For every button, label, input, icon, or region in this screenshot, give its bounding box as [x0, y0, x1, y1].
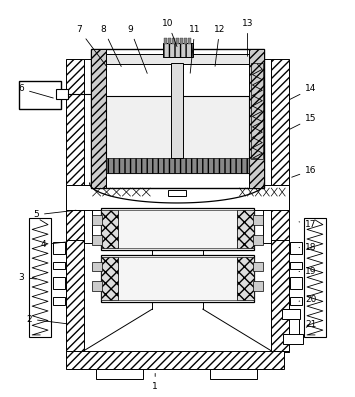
Text: 10: 10 [162, 19, 177, 46]
Bar [250, 49, 264, 188]
Bar [19, 81, 61, 109]
Text: 12: 12 [214, 25, 225, 66]
Bar [53, 297, 65, 305]
Text: 8: 8 [101, 25, 121, 67]
Bar [290, 242, 302, 254]
Bar [168, 190, 186, 196]
Bar [91, 49, 264, 188]
Bar [119, 256, 236, 300]
Bar [171, 63, 183, 158]
Text: 18: 18 [299, 243, 317, 252]
Bar [271, 59, 289, 352]
Bar [253, 262, 263, 272]
Bar [92, 235, 102, 245]
Bar [271, 240, 289, 351]
Bar [172, 38, 175, 44]
Bar [176, 38, 179, 44]
Bar [84, 59, 92, 243]
Bar [184, 38, 187, 44]
Text: 20: 20 [299, 295, 317, 304]
Bar [188, 38, 191, 44]
Bar [66, 240, 84, 351]
Bar [290, 297, 302, 305]
Text: 15: 15 [290, 114, 317, 129]
Bar [253, 215, 263, 225]
Bar [119, 210, 236, 248]
Text: 2: 2 [26, 314, 66, 324]
Bar [53, 262, 65, 270]
Bar [100, 210, 119, 248]
Text: 3: 3 [18, 273, 36, 282]
Bar [290, 262, 302, 270]
Bar [29, 218, 51, 337]
Bar [164, 38, 167, 44]
Bar [100, 256, 119, 300]
Bar [236, 210, 255, 248]
Text: 17: 17 [299, 220, 317, 229]
Text: 5: 5 [33, 210, 76, 220]
Bar [92, 262, 102, 272]
Bar [289, 319, 299, 337]
Bar [290, 278, 302, 289]
Bar [251, 63, 263, 159]
Bar [180, 38, 183, 44]
Text: 19: 19 [299, 267, 317, 276]
Bar [92, 281, 102, 291]
Bar [100, 208, 255, 250]
Text: 9: 9 [127, 25, 147, 73]
Bar [100, 254, 255, 302]
Text: 21: 21 [305, 320, 317, 328]
Bar [53, 242, 65, 254]
Bar [282, 309, 300, 319]
Bar [283, 334, 303, 344]
Bar [92, 215, 102, 225]
Bar [105, 54, 250, 64]
Bar [105, 158, 250, 173]
Bar [66, 351, 284, 369]
Bar [105, 96, 250, 173]
Text: 1: 1 [152, 374, 158, 391]
Text: 4: 4 [40, 240, 66, 249]
Bar [53, 278, 65, 289]
Bar [163, 43, 193, 57]
Bar [263, 59, 271, 243]
Bar [253, 235, 263, 245]
Text: 6: 6 [18, 85, 53, 98]
Text: 16: 16 [292, 166, 317, 177]
Bar [236, 256, 255, 300]
Bar [56, 89, 68, 99]
Bar [304, 218, 326, 337]
Bar [95, 369, 143, 379]
Bar [168, 38, 171, 44]
Text: 13: 13 [242, 19, 253, 56]
Text: 7: 7 [76, 25, 107, 67]
Bar [66, 59, 84, 352]
Bar [253, 281, 263, 291]
Bar [66, 185, 289, 210]
Text: 11: 11 [189, 25, 201, 73]
Text: 14: 14 [290, 85, 317, 100]
Bar [91, 49, 105, 188]
Bar [210, 369, 257, 379]
